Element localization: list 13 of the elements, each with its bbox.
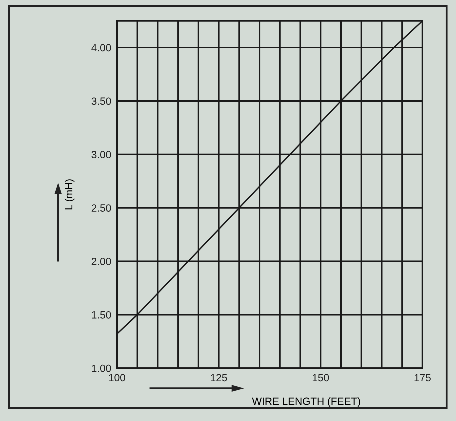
y-tick-label: 3.50 [92, 98, 112, 106]
y-tick-label: 1.00 [92, 364, 112, 372]
y-tick-label: 1.50 [92, 311, 112, 319]
y-tick-label: 2.50 [92, 204, 112, 212]
y-tick-label: 3.00 [92, 151, 112, 159]
x-tick-label: 175 [414, 374, 431, 382]
x-tick-label: 100 [109, 374, 126, 382]
x-tick-label: 150 [312, 374, 330, 382]
y-axis-title: L (mH) [64, 180, 75, 210]
y-tick-label: 2.00 [92, 258, 112, 266]
x-axis-title: WIRE LENGTH (FEET) [252, 398, 360, 408]
y-tick-label: 4.00 [92, 44, 112, 52]
x-tick-label: 125 [211, 374, 228, 382]
